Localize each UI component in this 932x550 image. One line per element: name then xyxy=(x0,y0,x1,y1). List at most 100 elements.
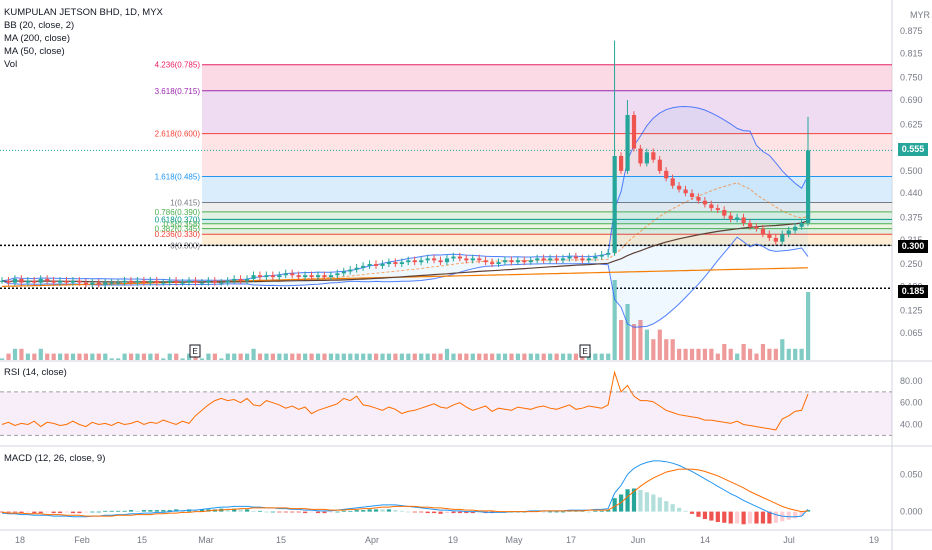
volume-bar xyxy=(167,353,172,360)
volume-bar xyxy=(496,353,501,360)
bb-lower xyxy=(1,236,809,328)
legend-ma50[interactable]: MA (50, close) xyxy=(4,46,65,57)
x-tick-label: 15 xyxy=(276,535,286,545)
candle xyxy=(548,258,553,261)
volume-bar xyxy=(161,358,166,360)
volume-bar xyxy=(741,344,746,360)
y-tick-label: 0.750 xyxy=(900,73,923,83)
macd-histogram-bar xyxy=(457,511,463,514)
candle xyxy=(148,280,153,283)
macd-tick-label: 0.000 xyxy=(900,507,923,517)
macd-histogram-bar xyxy=(232,508,237,512)
volume-bar xyxy=(180,358,185,360)
volume-bar xyxy=(206,353,211,360)
candle xyxy=(677,185,682,190)
y-tick-label: 0.250 xyxy=(900,259,923,269)
macd-histogram-bar xyxy=(560,511,566,513)
fib-zone xyxy=(202,211,892,220)
fib-zone xyxy=(202,223,892,229)
macd-histogram-bar xyxy=(689,511,695,514)
candle xyxy=(206,280,211,283)
candle xyxy=(715,208,720,211)
candle xyxy=(444,258,450,263)
volume-bar xyxy=(554,353,559,360)
macd-tick-label: 0.050 xyxy=(900,469,923,479)
candle xyxy=(741,217,746,224)
bb-upper xyxy=(1,105,809,282)
x-tick-label: Mar xyxy=(198,535,214,545)
macd-histogram-bar xyxy=(586,511,591,513)
candle xyxy=(25,280,30,283)
volume-bar xyxy=(689,348,695,360)
candle xyxy=(554,258,559,261)
candle xyxy=(141,280,147,283)
volume-bar xyxy=(560,353,566,360)
volume-bar xyxy=(535,353,540,360)
earnings-marker xyxy=(189,344,201,358)
macd-histogram-bar xyxy=(141,510,147,512)
volume-bar xyxy=(322,353,327,360)
x-tick-label: May xyxy=(505,535,523,545)
macd-histogram-bar xyxy=(245,509,250,512)
candle xyxy=(238,278,243,281)
signal-line xyxy=(1,468,809,517)
fib-label: 0.5(0.358) xyxy=(164,220,201,229)
candle xyxy=(174,280,179,283)
volume-bar xyxy=(573,353,579,360)
candle xyxy=(419,260,424,263)
candle xyxy=(786,230,791,235)
macd-histogram-bar xyxy=(715,511,720,523)
fib-label: 0.382(0.345) xyxy=(155,225,201,234)
candle xyxy=(593,256,598,259)
volume-bar xyxy=(406,353,411,360)
legend-bb[interactable]: BB (20, close, 2) xyxy=(4,20,75,31)
macd-histogram-bar xyxy=(651,494,656,512)
y-tick-label: 0.375 xyxy=(900,212,923,222)
earnings-marker xyxy=(579,344,591,358)
volume-bar xyxy=(470,353,475,360)
candle xyxy=(638,148,643,164)
macd-histogram-bar xyxy=(328,511,334,513)
candle xyxy=(167,280,172,283)
fib-label: 0.618(0.370) xyxy=(155,215,201,224)
rsi-line xyxy=(1,370,809,431)
volume-bar xyxy=(393,353,398,360)
volume-bar xyxy=(799,348,804,360)
candle xyxy=(135,280,140,283)
volume-bar xyxy=(238,353,243,360)
rsi-tick-label: 40.00 xyxy=(900,419,923,429)
fib-zone xyxy=(202,64,892,91)
y-tick-label: 0.440 xyxy=(900,188,923,198)
fib-label: 1.618(0.485) xyxy=(155,172,201,181)
candle xyxy=(161,282,166,284)
macd-histogram-bar xyxy=(786,511,791,520)
x-tick-label: Jun xyxy=(631,535,646,545)
macd-histogram-bar xyxy=(548,511,553,513)
candle xyxy=(793,226,798,231)
volume-bar xyxy=(599,353,604,360)
volume-bar xyxy=(548,353,553,360)
fib-label: 4.236(0.785) xyxy=(155,61,201,70)
macd-histogram-bar xyxy=(264,511,269,513)
macd-histogram-bar xyxy=(612,498,617,512)
macd-histogram-bar xyxy=(464,511,469,514)
candle xyxy=(567,256,572,259)
candle xyxy=(457,256,463,259)
volume-bar xyxy=(735,353,740,360)
y-tick-label: 0.500 xyxy=(900,166,923,176)
macd-pane-label[interactable]: MACD (12, 26, close, 9) xyxy=(4,453,106,464)
legend-ma200[interactable]: MA (200, close) xyxy=(4,33,70,44)
volume-bar xyxy=(270,353,276,360)
volume-bar xyxy=(212,353,217,360)
candle xyxy=(490,262,495,265)
candle xyxy=(309,275,314,278)
volume-bar xyxy=(45,353,50,360)
candle xyxy=(219,282,224,284)
candle xyxy=(799,223,804,227)
volume-bar xyxy=(25,353,30,360)
macd-histogram-bar xyxy=(451,511,456,514)
macd-histogram-bar xyxy=(309,511,314,513)
rsi-pane-label[interactable]: RSI (14, close) xyxy=(4,367,67,378)
legend-vol[interactable]: Vol xyxy=(4,59,18,70)
